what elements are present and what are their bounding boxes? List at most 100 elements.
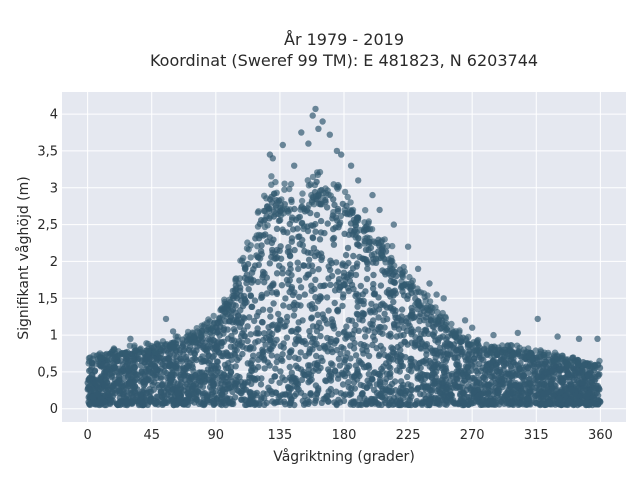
data-point bbox=[274, 199, 281, 206]
data-point bbox=[219, 387, 226, 394]
data-point bbox=[426, 280, 433, 287]
data-point bbox=[312, 276, 319, 283]
data-point bbox=[335, 330, 342, 338]
data-point bbox=[534, 374, 542, 381]
data-point bbox=[300, 225, 307, 233]
data-point bbox=[201, 389, 208, 397]
data-point bbox=[132, 376, 139, 384]
data-point bbox=[104, 388, 111, 396]
data-point bbox=[289, 226, 297, 233]
data-point bbox=[458, 351, 465, 358]
data-point bbox=[153, 374, 160, 382]
data-point bbox=[240, 254, 247, 262]
data-point bbox=[261, 365, 268, 372]
data-point bbox=[423, 341, 431, 348]
data-point bbox=[193, 356, 200, 364]
chart-title-line-2: Koordinat (Sweref 99 TM): E 481823, N 62… bbox=[150, 51, 538, 70]
data-point bbox=[388, 254, 395, 262]
data-point bbox=[520, 349, 527, 356]
data-point bbox=[370, 271, 377, 279]
data-point bbox=[281, 186, 288, 193]
data-point bbox=[180, 368, 187, 375]
data-point bbox=[350, 399, 358, 406]
data-point bbox=[127, 335, 134, 342]
data-point bbox=[379, 267, 386, 274]
data-point bbox=[501, 392, 509, 399]
data-point bbox=[422, 314, 429, 321]
data-point bbox=[354, 303, 361, 310]
data-point bbox=[287, 180, 295, 188]
data-point bbox=[254, 243, 261, 250]
data-point bbox=[314, 390, 321, 397]
data-point bbox=[510, 351, 517, 358]
data-point bbox=[329, 235, 337, 243]
data-point bbox=[181, 400, 189, 407]
data-point bbox=[370, 317, 377, 324]
data-point bbox=[309, 234, 316, 241]
data-point bbox=[151, 355, 158, 362]
data-point bbox=[526, 375, 533, 382]
data-point bbox=[482, 375, 489, 383]
data-point bbox=[328, 391, 335, 398]
data-point bbox=[301, 291, 308, 298]
data-point bbox=[300, 262, 308, 269]
data-point bbox=[347, 227, 354, 234]
data-point bbox=[396, 368, 403, 375]
data-point bbox=[291, 340, 299, 348]
data-point bbox=[260, 217, 267, 225]
data-point bbox=[280, 210, 287, 217]
data-point bbox=[354, 371, 362, 378]
data-point bbox=[400, 263, 407, 271]
x-tick-label: 360 bbox=[588, 428, 613, 443]
data-point bbox=[327, 192, 334, 199]
data-point bbox=[258, 291, 265, 299]
data-point bbox=[423, 371, 431, 379]
data-point bbox=[331, 299, 338, 307]
data-point bbox=[333, 281, 340, 289]
data-point bbox=[307, 390, 314, 397]
data-point bbox=[261, 395, 268, 402]
data-point bbox=[290, 312, 298, 319]
data-point bbox=[131, 344, 138, 351]
data-point bbox=[472, 347, 480, 354]
data-point bbox=[594, 335, 601, 342]
data-point bbox=[123, 385, 130, 392]
data-point bbox=[165, 355, 172, 362]
data-point bbox=[148, 361, 155, 368]
data-point bbox=[356, 297, 363, 304]
data-point bbox=[209, 336, 217, 344]
data-point bbox=[416, 335, 424, 342]
data-point bbox=[398, 271, 405, 278]
data-point bbox=[241, 379, 249, 386]
data-point bbox=[307, 372, 315, 379]
data-point bbox=[121, 369, 128, 377]
data-point bbox=[135, 348, 143, 355]
data-point bbox=[212, 387, 219, 395]
data-point bbox=[258, 375, 265, 382]
data-point bbox=[286, 363, 293, 371]
data-point bbox=[414, 341, 422, 349]
data-point bbox=[325, 275, 332, 282]
data-point bbox=[184, 365, 192, 372]
data-point bbox=[248, 269, 256, 276]
data-point bbox=[426, 298, 434, 305]
data-point bbox=[375, 314, 382, 321]
data-point bbox=[343, 274, 351, 281]
data-point bbox=[276, 379, 283, 386]
data-point bbox=[414, 385, 421, 392]
data-point bbox=[210, 392, 218, 400]
data-point bbox=[267, 313, 274, 320]
data-point bbox=[274, 353, 281, 360]
data-point bbox=[264, 222, 271, 229]
data-point bbox=[317, 324, 324, 332]
data-point bbox=[482, 400, 490, 407]
data-point bbox=[369, 285, 377, 292]
data-point bbox=[233, 372, 241, 380]
data-point bbox=[304, 205, 311, 212]
data-point bbox=[359, 311, 367, 318]
data-point bbox=[265, 384, 272, 391]
x-axis-title: Vågriktning (grader) bbox=[273, 448, 415, 465]
data-point bbox=[330, 208, 337, 216]
data-point bbox=[305, 140, 312, 147]
data-point bbox=[232, 383, 239, 390]
